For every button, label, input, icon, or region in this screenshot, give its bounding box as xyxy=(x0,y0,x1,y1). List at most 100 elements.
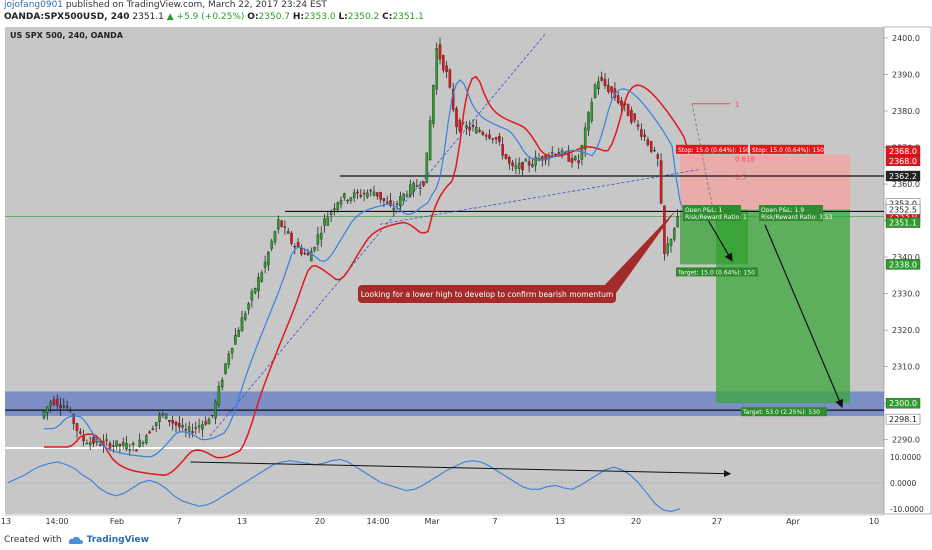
price-change: ▲ +5.9 (+0.25%) xyxy=(166,12,245,22)
candle-body xyxy=(310,251,313,262)
candle-body xyxy=(293,246,297,248)
candle-body xyxy=(286,231,290,234)
candle-body xyxy=(346,199,349,202)
arrow-long-target xyxy=(764,224,844,409)
arrow-short-target xyxy=(707,219,733,262)
created-with-label: Created with xyxy=(4,535,62,545)
candle-body xyxy=(108,443,112,449)
price-label: 2300.0 xyxy=(889,399,917,408)
y-tick-label: 2390.0 xyxy=(892,70,920,79)
price-label-bg xyxy=(885,170,921,182)
price-label-bg xyxy=(885,204,921,215)
x-tick-label: 20 xyxy=(315,517,325,526)
candle-body xyxy=(82,435,85,442)
close-value: 2351.1 xyxy=(392,12,424,22)
y-tick-label: 2330.0 xyxy=(892,290,920,299)
y-tick-label: 2290.0 xyxy=(892,436,920,445)
candle-body xyxy=(527,161,531,166)
candle-body xyxy=(92,436,95,444)
open-label: O: xyxy=(247,12,259,22)
candle-body xyxy=(59,405,62,409)
candle-body xyxy=(267,251,270,266)
candle-body xyxy=(626,104,630,117)
candle-body xyxy=(508,157,511,164)
candle-body xyxy=(105,439,108,441)
annotation-box xyxy=(358,285,616,303)
candle-body xyxy=(491,138,495,140)
candle-body xyxy=(300,248,303,255)
rr-label-2-bg xyxy=(759,212,823,221)
candle-body xyxy=(524,159,528,162)
candle-body xyxy=(369,190,372,192)
candle-body xyxy=(191,431,194,434)
candle-body xyxy=(435,48,438,90)
candle-body xyxy=(306,252,310,256)
candle-body xyxy=(597,81,600,90)
annotation-text: Looking for a lower high to develop to c… xyxy=(361,290,614,299)
candle-body xyxy=(640,129,643,137)
candle-body xyxy=(118,443,122,446)
tradingview-logo[interactable]: TradingView xyxy=(68,535,149,545)
candle-body xyxy=(72,414,75,424)
candle-body xyxy=(521,162,524,171)
fib-label-1: 1 xyxy=(735,101,739,109)
candle-body xyxy=(62,405,66,408)
candle-body xyxy=(260,272,264,282)
candle-body xyxy=(554,154,557,156)
price-label: 2351.1 xyxy=(889,219,917,228)
candle-body xyxy=(656,154,660,159)
callout-pointer xyxy=(600,210,676,296)
price-label-bg xyxy=(885,217,921,228)
candle-body xyxy=(220,379,224,388)
author-link[interactable]: jojofang0901 xyxy=(4,0,64,10)
candle-body xyxy=(158,414,161,422)
candle-body xyxy=(240,317,244,332)
candle-body xyxy=(448,69,452,88)
candle-body xyxy=(484,135,488,137)
candle-body xyxy=(636,124,640,127)
candle-body xyxy=(352,192,356,199)
x-tick-label: 14:00 xyxy=(366,517,389,526)
price-label: 2298.1 xyxy=(889,415,917,424)
y-tick-label: 2380.0 xyxy=(892,107,920,116)
x-tick-label: 14:00 xyxy=(45,517,68,526)
candle-body xyxy=(498,136,501,142)
candle-body xyxy=(643,134,646,137)
candle-body xyxy=(570,158,574,163)
candle-body xyxy=(567,151,570,162)
candle-body xyxy=(607,84,610,92)
candle-body xyxy=(333,208,336,210)
candle-body xyxy=(438,44,442,60)
osc-tick-label: 0.0000 xyxy=(890,479,916,488)
last-price: 2351.1 xyxy=(132,12,164,22)
candle-body xyxy=(250,291,254,301)
candle-body xyxy=(168,420,171,422)
footer: Created with TradingView xyxy=(4,535,149,545)
candle-body xyxy=(402,193,405,201)
candle-body xyxy=(511,162,514,166)
candle-body xyxy=(128,449,132,451)
candle-body xyxy=(534,156,537,166)
open-pl-label-2: Open P&L: 1.9 xyxy=(761,207,804,214)
candle-body xyxy=(326,217,330,226)
candle-body xyxy=(290,232,293,244)
candle-body xyxy=(593,84,597,98)
price-label-bg xyxy=(885,397,921,409)
cloud-icon xyxy=(68,536,83,544)
candle-body xyxy=(458,120,462,131)
price-label: 2368.0 xyxy=(889,157,917,166)
candle-body xyxy=(98,444,102,446)
x-tick-label: Apr xyxy=(786,517,801,526)
fib-dashed-line xyxy=(691,103,717,225)
candle-body xyxy=(253,288,257,293)
candle-body xyxy=(455,108,458,128)
candle-body xyxy=(630,110,633,123)
high-value: 2353.0 xyxy=(304,12,336,22)
candle-body xyxy=(69,410,72,412)
candle-body xyxy=(620,100,623,106)
candle-body xyxy=(379,191,382,200)
candle-body xyxy=(356,191,359,194)
candle-body xyxy=(42,411,46,419)
price-label: 2362.2 xyxy=(889,172,917,181)
